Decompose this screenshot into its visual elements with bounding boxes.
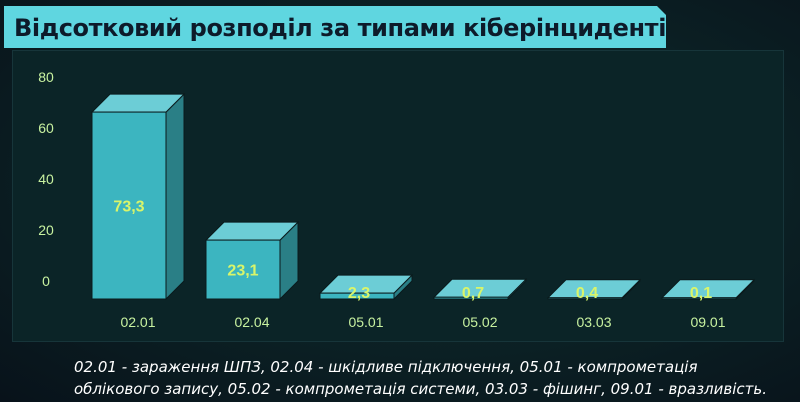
y-tick-label: 20 [38, 222, 54, 238]
bar [205, 239, 281, 300]
bar [319, 292, 395, 300]
category-caption: 02.01 - зараження ШПЗ, 02.04 - шкідливе … [74, 358, 767, 398]
x-tick-label: 05.01 [348, 314, 383, 330]
bar [547, 297, 623, 300]
x-tick-label: 02.01 [120, 314, 155, 330]
bar-value-label: 0,1 [690, 285, 712, 302]
bar-side-face [165, 92, 185, 301]
bar-value-label: 0,4 [576, 285, 598, 302]
bar-value-label: 23,1 [227, 263, 258, 280]
bar [661, 297, 737, 300]
x-tick-label: 02.04 [234, 314, 269, 330]
x-tick-label: 09.01 [690, 314, 725, 330]
y-tick-label: 0 [42, 273, 50, 289]
x-tick-label: 05.02 [462, 314, 497, 330]
title-banner: Відсотковий розподіл за типами кіберінци… [4, 6, 666, 48]
bar [91, 111, 167, 300]
y-tick-label: 60 [38, 120, 54, 136]
bar [433, 296, 509, 300]
chart-title: Відсотковий розподіл за типами кіберінци… [14, 14, 681, 42]
bar-value-label: 2,3 [348, 285, 370, 302]
y-tick-label: 40 [38, 171, 54, 187]
bar-value-label: 0,7 [462, 285, 484, 302]
bar-value-label: 73,3 [113, 199, 144, 216]
y-tick-label: 80 [38, 69, 54, 85]
x-tick-label: 03.03 [576, 314, 611, 330]
